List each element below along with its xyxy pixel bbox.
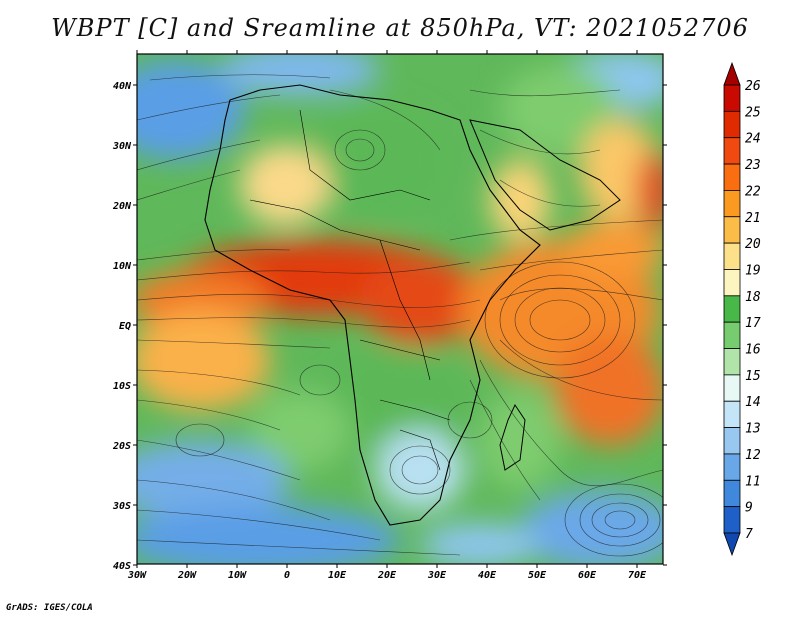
colorbar-swatch <box>723 427 741 455</box>
colorbar-swatch <box>723 216 741 244</box>
colorbar-label: 19 <box>745 263 761 278</box>
lat-label: 10N <box>113 261 132 272</box>
lat-label: 30N <box>112 141 132 152</box>
colorbar-swatch <box>723 84 741 112</box>
credit-label: GrADS: IGES/COLA <box>6 603 93 613</box>
colorbar-label: 13 <box>745 422 761 437</box>
colorbar-label: 9 <box>745 501 753 516</box>
wbpt-field <box>137 54 663 564</box>
colorbar-swatch <box>723 163 741 191</box>
lat-label: 40N <box>113 81 132 92</box>
longitude-axis: 30W 20W 10W 0 10E 20E 30E 40E 50E 60E 70E <box>127 50 647 581</box>
colorbar-label: 11 <box>745 474 761 489</box>
lon-label: 70E <box>628 570 647 581</box>
chart-title: WBPT [C] and Sreamline at 850hPa, VT: 20… <box>51 14 749 42</box>
colorbar-bottom-arrow <box>723 532 741 557</box>
lat-label: 10S <box>113 381 131 392</box>
colorbar-swatch <box>723 479 741 508</box>
colorbar-swatch <box>723 453 741 481</box>
lat-label: 30S <box>112 501 131 512</box>
lon-label: 30W <box>127 570 147 581</box>
lon-label: 20E <box>377 570 397 581</box>
lat-label: 40S <box>113 561 131 572</box>
colorbar-label: 14 <box>745 395 761 410</box>
colorbar-swatch <box>723 295 741 323</box>
colorbar-swatch <box>723 137 741 165</box>
colorbar: 26 25 24 23 22 21 20 19 18 17 16 15 14 13 12 11 9 7 <box>723 61 761 557</box>
colorbar-label: 25 <box>745 105 761 120</box>
colorbar-swatch <box>723 242 741 270</box>
country-borders <box>249 109 451 471</box>
madagascar-coastline <box>499 403 526 471</box>
colorbar-label: 20 <box>745 237 761 252</box>
colorbar-label: 22 <box>745 184 761 199</box>
africa-coastline <box>204 84 541 526</box>
colorbar-label: 15 <box>745 369 761 384</box>
colorbar-label: 18 <box>745 290 761 305</box>
lon-label: 50E <box>528 570 547 581</box>
colorbar-swatch <box>723 321 741 349</box>
colorbar-swatch <box>723 110 741 139</box>
colorbar-top-arrow <box>723 61 741 86</box>
arabia-coastline <box>469 119 621 231</box>
lon-label: 0 <box>284 570 290 581</box>
lon-label: 30E <box>427 570 447 581</box>
lon-label: 20W <box>177 570 197 581</box>
colorbar-swatch <box>723 269 741 297</box>
lat-label: EQ <box>119 321 131 332</box>
colorbar-swatch <box>723 190 741 218</box>
colorbar-label: 12 <box>745 448 761 463</box>
lon-label: 10W <box>228 570 247 581</box>
colorbar-label: 24 <box>745 132 761 147</box>
colorbar-swatch <box>723 348 741 376</box>
lon-label: 10E <box>328 570 347 581</box>
streamlines <box>137 74 663 557</box>
latitude-axis: 40N 30N 20N 10N EQ 10S 20S 30S 40S <box>112 81 667 572</box>
map-frame <box>136 53 664 565</box>
colorbar-label: 23 <box>745 158 761 173</box>
colorbar-label: 7 <box>745 527 753 542</box>
colorbar-label: 16 <box>745 343 761 358</box>
lat-label: 20N <box>112 201 132 212</box>
lat-label: 20S <box>112 441 131 452</box>
colorbar-label: 17 <box>745 316 761 331</box>
colorbar-label: 21 <box>745 211 761 226</box>
colorbar-swatch <box>723 506 741 534</box>
lon-label: 60E <box>578 570 597 581</box>
colorbar-swatch <box>723 374 741 402</box>
lon-label: 40E <box>478 570 497 581</box>
colorbar-swatch <box>723 400 741 428</box>
colorbar-label: 26 <box>745 79 761 94</box>
